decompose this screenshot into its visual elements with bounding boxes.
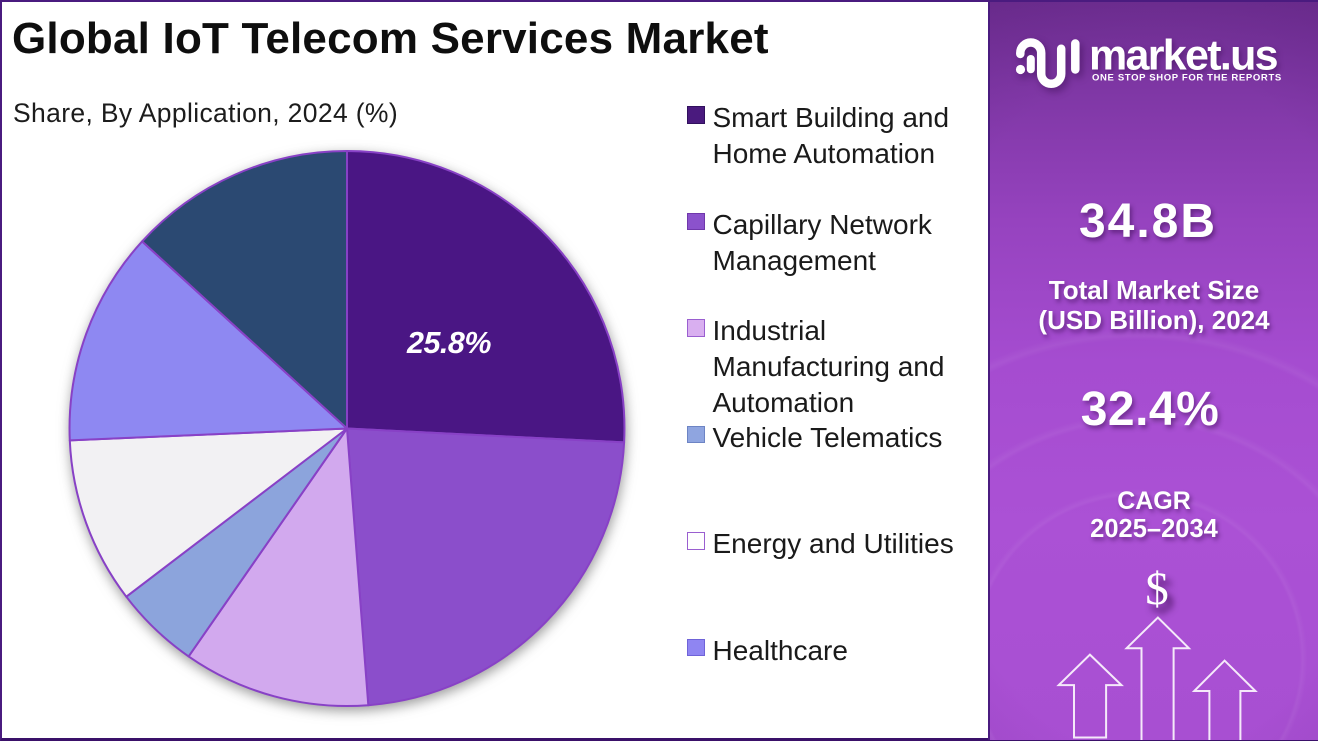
svg-text:ONE STOP SHOP FOR THE REPORTS: ONE STOP SHOP FOR THE REPORTS xyxy=(1092,73,1282,84)
svg-text:25.8%: 25.8% xyxy=(406,326,491,360)
svg-text:market.us: market.us xyxy=(1089,32,1278,80)
